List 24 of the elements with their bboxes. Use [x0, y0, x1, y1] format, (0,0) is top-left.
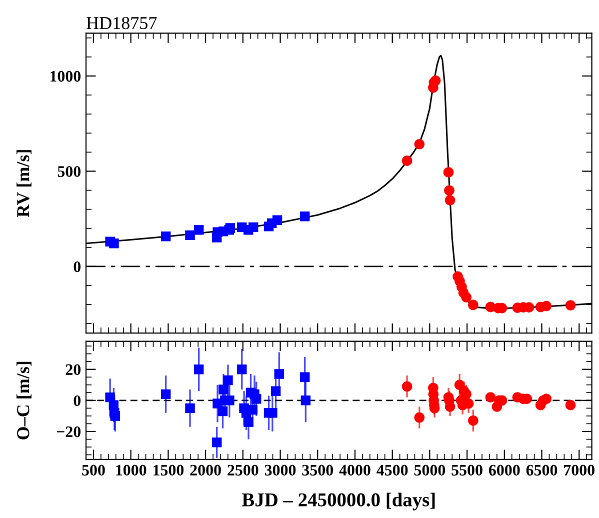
- x-tick-label: 7000: [564, 464, 594, 476]
- x-tick-label: 3500: [302, 464, 333, 476]
- x-tick-label: 1500: [154, 464, 184, 476]
- y-tick-label: −20: [56, 426, 81, 438]
- x-tick-label: 2500: [228, 464, 258, 476]
- x-tick-label: 5000: [414, 464, 446, 476]
- y-axis-title: O–C [m/s]: [16, 362, 32, 440]
- x-tick-label: 2000: [190, 464, 221, 476]
- x-tick-label: 500: [82, 464, 105, 476]
- x-tick-label: 4500: [376, 464, 408, 476]
- y-axis-title: RV [m/s]: [16, 150, 32, 218]
- y-tick-label: 500: [58, 166, 81, 177]
- x-tick-label: 6500: [526, 464, 558, 476]
- y-tick-label: 0: [74, 395, 81, 406]
- x-tick-label: 1000: [116, 464, 146, 476]
- x-axis-title: BJD – 2450000.0 [days]: [242, 492, 435, 510]
- x-tick-label: 3000: [264, 464, 296, 476]
- x-tick-label: 6000: [488, 464, 520, 476]
- chart-title: HD18757: [86, 16, 157, 30]
- x-tick-label: 5500: [452, 464, 482, 476]
- y-tick-label: 0: [74, 261, 81, 272]
- y-tick-label: 20: [66, 364, 81, 376]
- y-tick-label: 1000: [50, 70, 81, 82]
- x-tick-label: 4000: [339, 464, 370, 476]
